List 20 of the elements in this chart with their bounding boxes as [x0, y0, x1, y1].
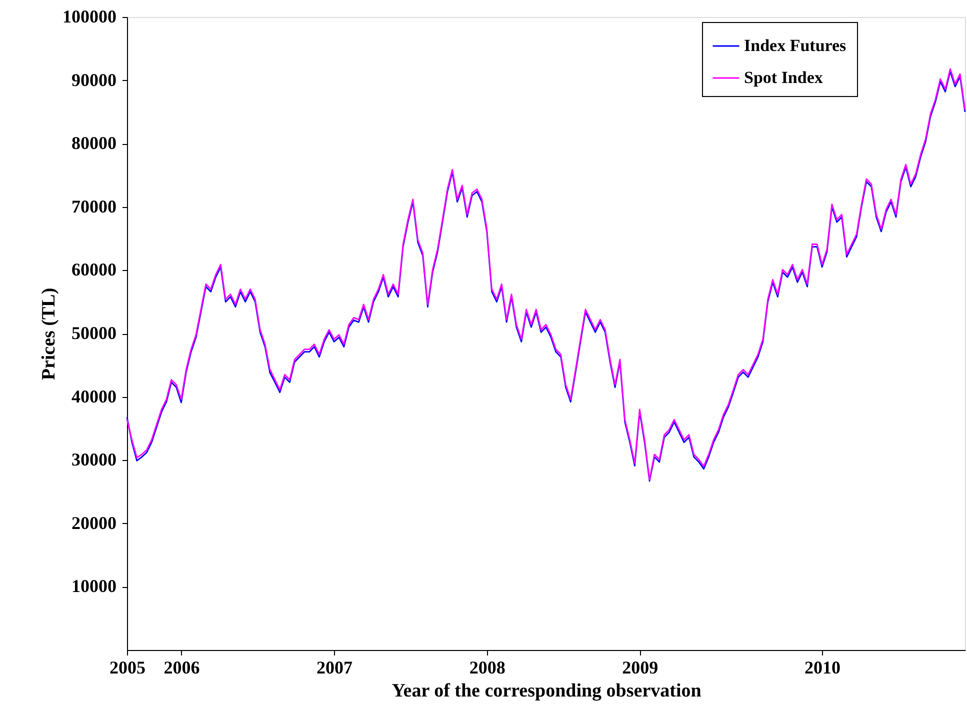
y-tick-label: 70000 [72, 196, 116, 216]
y-tick-label: 20000 [72, 512, 116, 533]
y-tick-label: 10000 [72, 576, 116, 596]
y-axis-title: Prices (TL) [38, 288, 60, 380]
y-tick-label: 40000 [72, 386, 116, 406]
legend-label: Spot Index [744, 68, 824, 87]
x-tick-label: 2009 [622, 658, 658, 678]
x-axis-title: Year of the corresponding observation [392, 680, 702, 702]
y-tick-label: 90000 [72, 70, 116, 90]
x-tick-label: 2007 [316, 658, 353, 678]
y-tick-label: 50000 [72, 323, 116, 343]
x-tick-label: 2005 [110, 658, 146, 678]
y-tick-label: 60000 [72, 260, 116, 280]
x-tick-label: 2008 [469, 658, 506, 678]
y-tick-label: 80000 [72, 133, 116, 154]
y-tick-label: 100000 [62, 6, 116, 26]
legend-label: Index Futures [744, 36, 847, 55]
x-tick-label: 2010 [804, 658, 841, 678]
x-tick-label: 2006 [164, 658, 200, 678]
y-tick-label: 30000 [72, 450, 116, 470]
